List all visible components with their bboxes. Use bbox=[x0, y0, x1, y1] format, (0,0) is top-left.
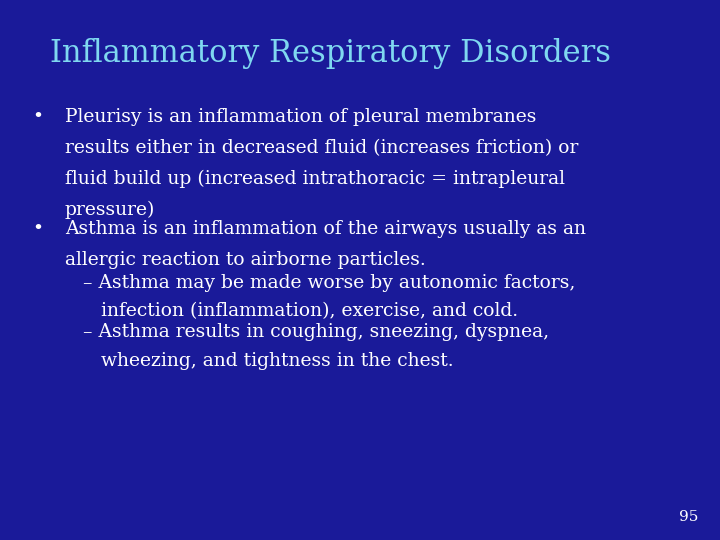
Text: results either in decreased fluid (increases friction) or: results either in decreased fluid (incre… bbox=[65, 139, 578, 157]
Text: pressure): pressure) bbox=[65, 200, 156, 219]
Text: allergic reaction to airborne particles.: allergic reaction to airborne particles. bbox=[65, 251, 426, 269]
Text: infection (inflammation), exercise, and cold.: infection (inflammation), exercise, and … bbox=[83, 302, 518, 320]
Text: wheezing, and tightness in the chest.: wheezing, and tightness in the chest. bbox=[83, 352, 454, 369]
Text: – Asthma may be made worse by autonomic factors,: – Asthma may be made worse by autonomic … bbox=[83, 274, 575, 292]
Text: Inflammatory Respiratory Disorders: Inflammatory Respiratory Disorders bbox=[50, 38, 611, 69]
Text: fluid build up (increased intrathoracic = intrapleural: fluid build up (increased intrathoracic … bbox=[65, 170, 564, 188]
Text: 95: 95 bbox=[679, 510, 698, 524]
Text: •: • bbox=[32, 108, 43, 126]
Text: •: • bbox=[32, 220, 43, 238]
Text: Pleurisy is an inflammation of pleural membranes: Pleurisy is an inflammation of pleural m… bbox=[65, 108, 536, 126]
Text: – Asthma results in coughing, sneezing, dyspnea,: – Asthma results in coughing, sneezing, … bbox=[83, 323, 549, 341]
Text: Asthma is an inflammation of the airways usually as an: Asthma is an inflammation of the airways… bbox=[65, 220, 586, 238]
